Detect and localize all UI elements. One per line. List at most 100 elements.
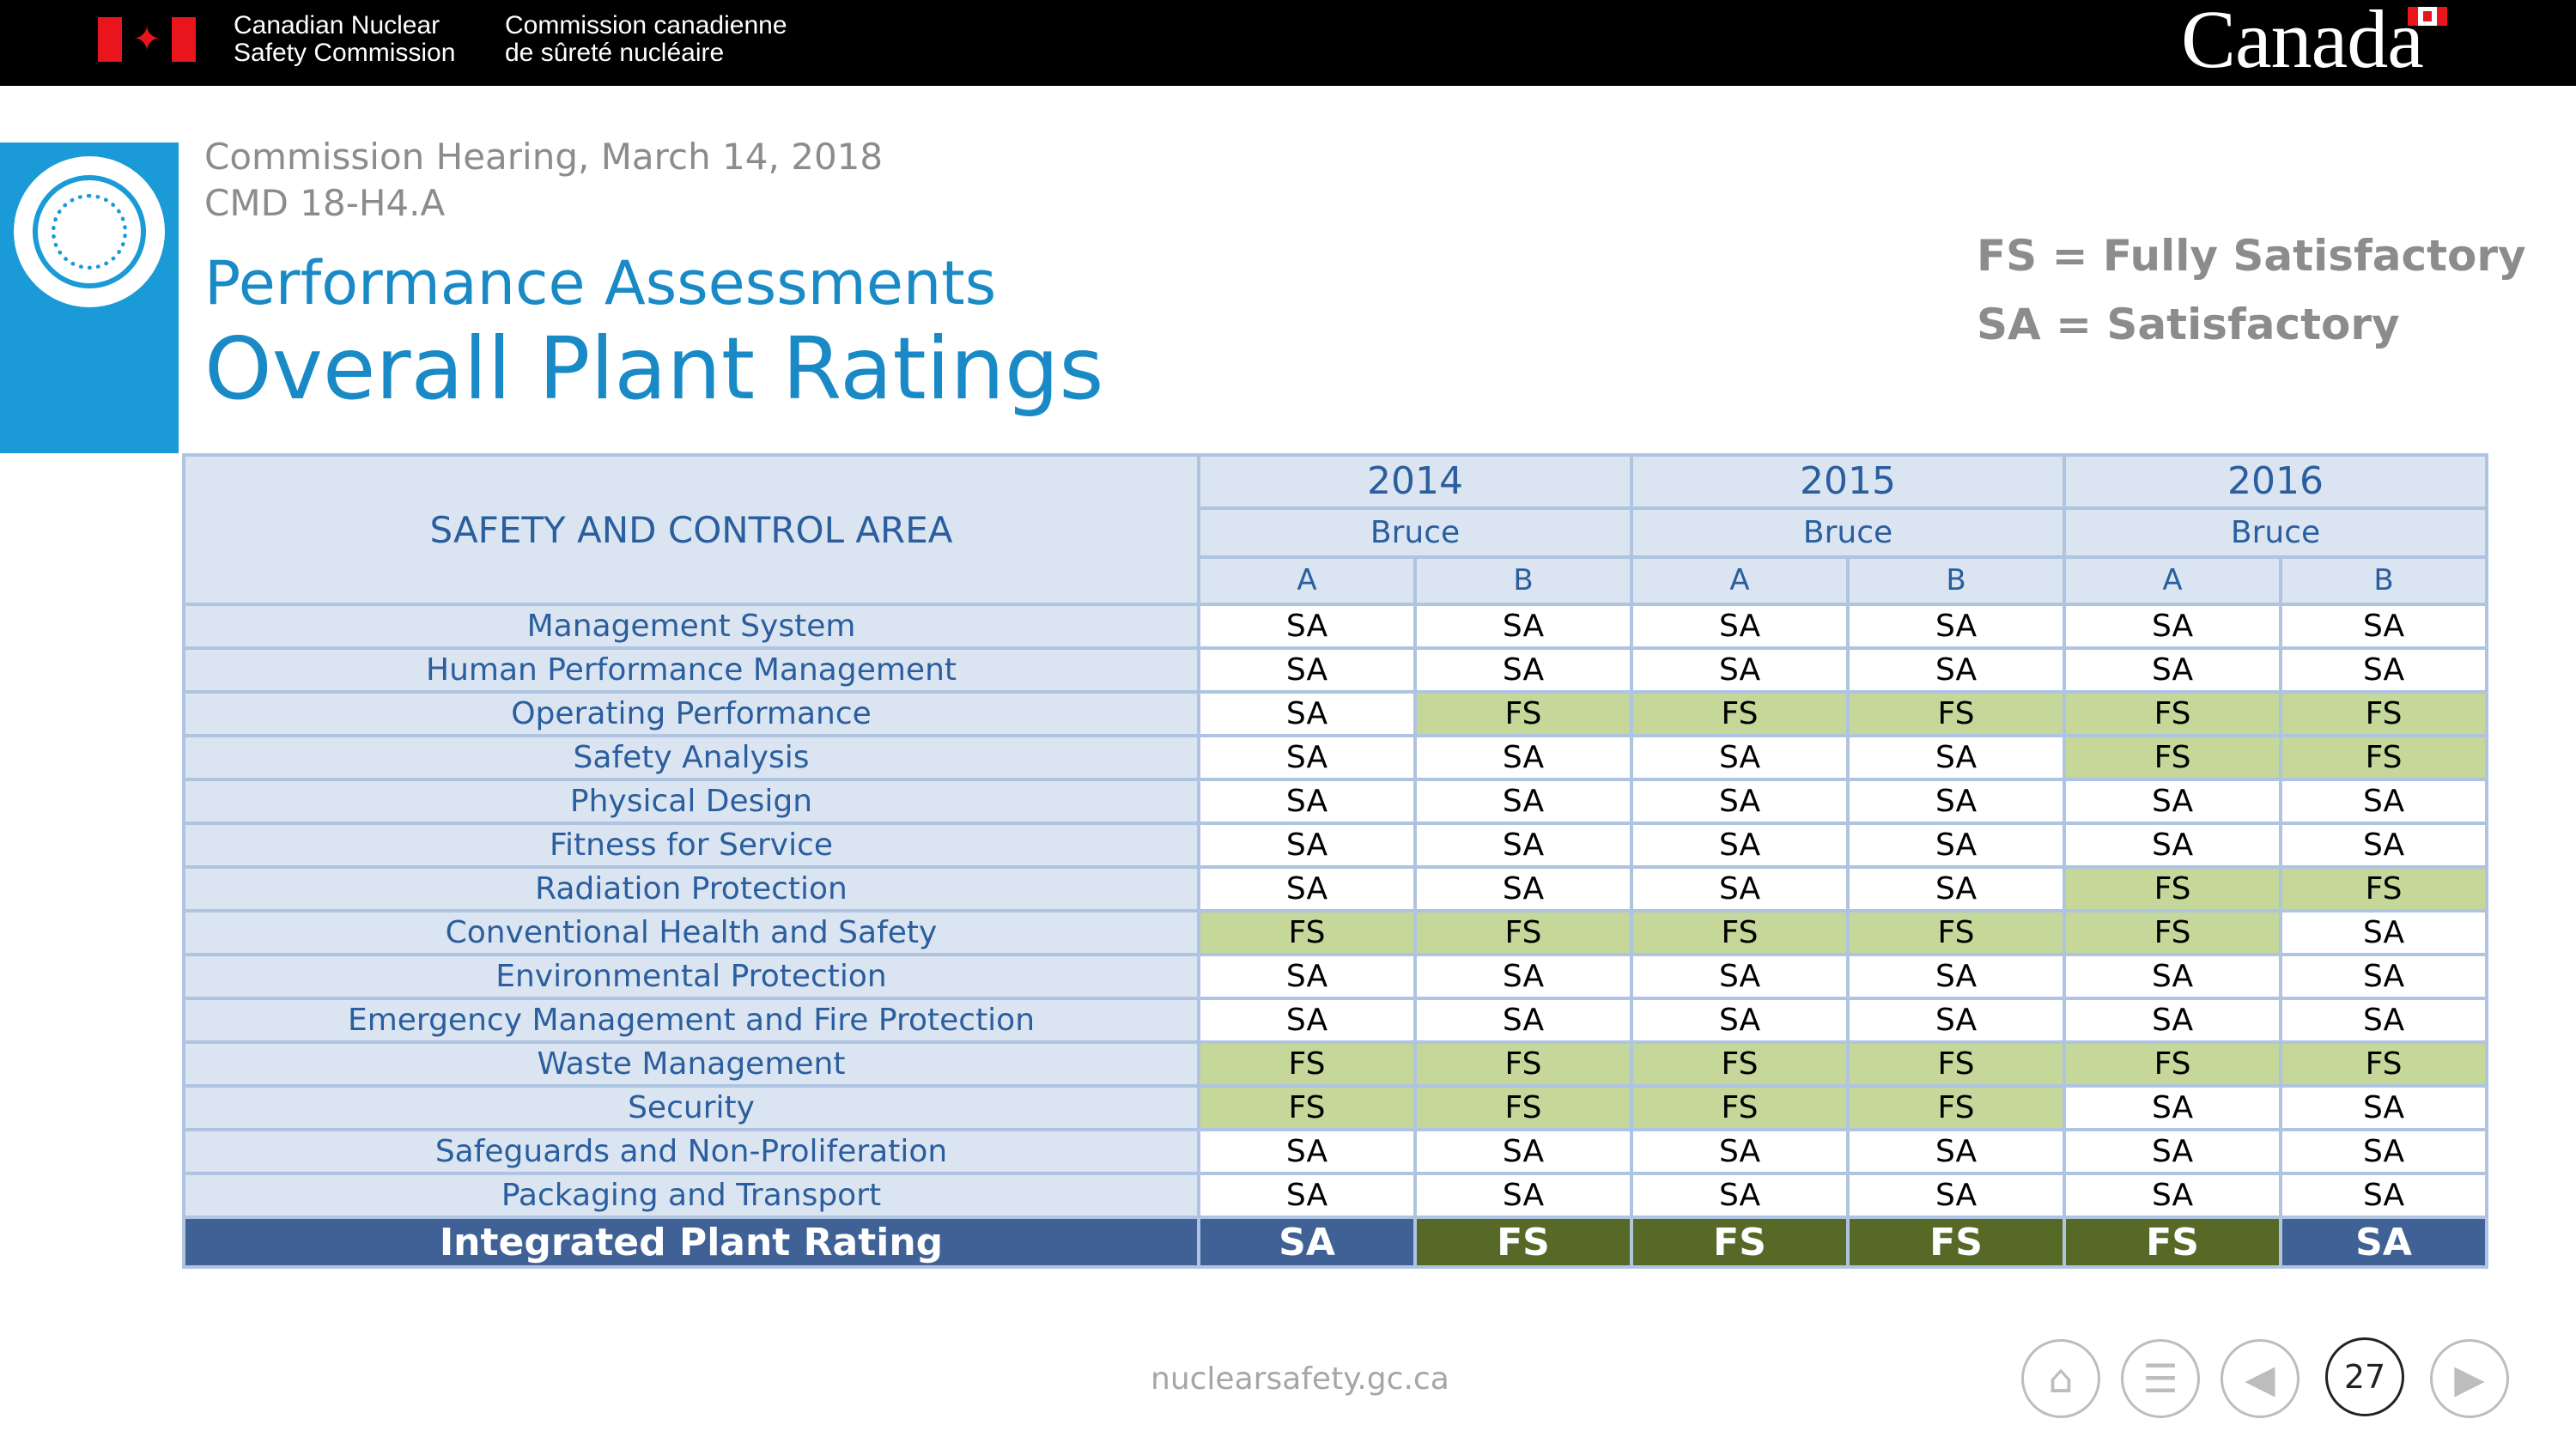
rating-cell: SA — [1846, 997, 2067, 1044]
rating-cell: SA — [1630, 778, 1850, 825]
unit-header: B — [1846, 555, 2067, 607]
area-column-header: SAFETY AND CONTROL AREA — [182, 453, 1200, 606]
rating-cell: SA — [1413, 1172, 1634, 1219]
cmd-number: CMD 18-H4.A — [204, 182, 446, 224]
plant-header: Bruce — [2063, 506, 2489, 559]
rating-cell: SA — [1413, 822, 1634, 869]
rating-cell: FS — [1846, 1084, 2067, 1131]
rating-rows: Management System SA SA SA SA SA SA Human Perfo… — [182, 603, 2489, 1269]
canada-flag-icon: ✦ — [98, 17, 196, 62]
table-row: Operating Performance SA FS FS FS FS FS — [182, 690, 2489, 737]
rating-cell: SA — [1846, 646, 2067, 694]
legend-sa: SA = Satisfactory — [1977, 300, 2400, 349]
rating-cell: FS — [1197, 909, 1417, 956]
area-label: Radiation Protection — [182, 865, 1200, 912]
rating-cell: SA — [2279, 997, 2489, 1044]
area-label: Environmental Protection — [182, 953, 1200, 1000]
footer-url[interactable]: nuclearsafety.gc.ca — [1151, 1361, 1449, 1397]
legend-fs: FS = Fully Satisfactory — [1977, 231, 2526, 281]
rating-cell: FS — [1413, 690, 1634, 737]
integrated-rating-label: Integrated Plant Rating — [182, 1216, 1200, 1269]
canada-wordmark: Canada — [2181, 0, 2424, 85]
rating-cell: FS — [1413, 1040, 1634, 1088]
rating-cell: SA — [1630, 1128, 1850, 1175]
rating-cell: SA — [1846, 822, 2067, 869]
rating-cell: SA — [1197, 865, 1417, 912]
rating-cell: SA — [1846, 778, 2067, 825]
home-icon[interactable]: ⌂ — [2021, 1339, 2100, 1418]
rating-cell: SA — [2279, 909, 2489, 956]
rating-cell: FS — [2279, 734, 2489, 781]
rating-cell: SA — [2279, 603, 2489, 650]
rating-cell: SA — [1630, 646, 1850, 694]
rating-cell: SA — [1630, 822, 1850, 869]
rating-cell: SA — [2279, 1172, 2489, 1219]
rating-cell: SA — [1630, 997, 1850, 1044]
rating-cell: SA — [1197, 646, 1417, 694]
unit-header: A — [1630, 555, 1850, 607]
rating-cell: FS — [1630, 1040, 1850, 1088]
rating-cell: SA — [1846, 953, 2067, 1000]
rating-cell: FS — [1197, 1040, 1417, 1088]
org-fr-line1: Commission canadienne — [505, 11, 787, 39]
rating-cell: FS — [1846, 690, 2067, 737]
rating-cell: FS — [1630, 690, 1850, 737]
table-row: Conventional Health and Safety FS FS FS FS FS… — [182, 909, 2489, 956]
hearing-date: Commission Hearing, March 14, 2018 — [204, 136, 884, 178]
wordmark-flag-icon — [2408, 7, 2447, 26]
rating-cell: SA — [2063, 953, 2283, 1000]
rating-cell: SA — [2279, 778, 2489, 825]
rating-cell: FS — [2279, 1040, 2489, 1088]
area-label: Security — [182, 1084, 1200, 1131]
rating-cell: SA — [2279, 953, 2489, 1000]
menu-icon[interactable]: ☰ — [2121, 1339, 2200, 1418]
rating-cell: SA — [1846, 865, 2067, 912]
integrated-rating-cell: FS — [2063, 1216, 2283, 1269]
rating-cell: SA — [1413, 953, 1634, 1000]
previous-icon[interactable]: ◀ — [2221, 1339, 2300, 1418]
area-label: Safeguards and Non-Proliferation — [182, 1128, 1200, 1175]
table-row: Fitness for Service SA SA SA SA SA SA — [182, 822, 2489, 869]
org-name-english: Canadian Nuclear Safety Commission — [234, 12, 455, 67]
rating-cell: FS — [2063, 1040, 2283, 1088]
rating-cell: FS — [2063, 690, 2283, 737]
unit-header: B — [2279, 555, 2489, 607]
page-title: Overall Plant Ratings — [204, 318, 1104, 419]
rating-cell: SA — [1197, 1128, 1417, 1175]
rating-cell: SA — [1197, 734, 1417, 781]
area-label: Physical Design — [182, 778, 1200, 825]
rating-cell: SA — [2279, 646, 2489, 694]
rating-cell: SA — [2063, 603, 2283, 650]
seal-ring — [33, 175, 146, 288]
rating-cell: SA — [1413, 997, 1634, 1044]
integrated-rating-row: Integrated Plant Rating SA FS FS FS FS SA — [182, 1216, 2489, 1269]
rating-cell: SA — [1846, 1128, 2067, 1175]
rating-legend: FS = Fully Satisfactory SA = Satisfactor… — [1977, 221, 2526, 359]
rating-cell: SA — [1846, 603, 2067, 650]
rating-cell: SA — [1413, 734, 1634, 781]
rating-cell: SA — [1413, 865, 1634, 912]
rating-cell: FS — [2063, 734, 2283, 781]
year-header: 2016 — [2063, 453, 2489, 510]
area-label: Emergency Management and Fire Protection — [182, 997, 1200, 1044]
rating-cell: FS — [1846, 1040, 2067, 1088]
rating-cell: SA — [2063, 822, 2283, 869]
rating-cell: SA — [1197, 778, 1417, 825]
rating-cell: FS — [2279, 865, 2489, 912]
area-label: Operating Performance — [182, 690, 1200, 737]
rating-cell: SA — [1846, 1172, 2067, 1219]
area-label: Management System — [182, 603, 1200, 650]
rating-cell: SA — [1630, 1172, 1850, 1219]
seal-core — [52, 194, 127, 270]
org-en-line2: Safety Commission — [234, 39, 456, 67]
rating-cell: SA — [1630, 865, 1850, 912]
table-row: Radiation Protection SA SA SA SA FS FS — [182, 865, 2489, 912]
rating-cell: FS — [1630, 909, 1850, 956]
table-row: Environmental Protection SA SA SA SA SA SA — [182, 953, 2489, 1000]
next-icon[interactable]: ▶ — [2430, 1339, 2509, 1418]
rating-cell: SA — [1413, 603, 1634, 650]
unit-header: A — [2063, 555, 2283, 607]
government-banner: ✦ Canadian Nuclear Safety Commission Com… — [0, 0, 2576, 86]
area-label: Waste Management — [182, 1040, 1200, 1088]
hearing-info: Commission Hearing, March 14, 2018 CMD 1… — [204, 134, 883, 227]
